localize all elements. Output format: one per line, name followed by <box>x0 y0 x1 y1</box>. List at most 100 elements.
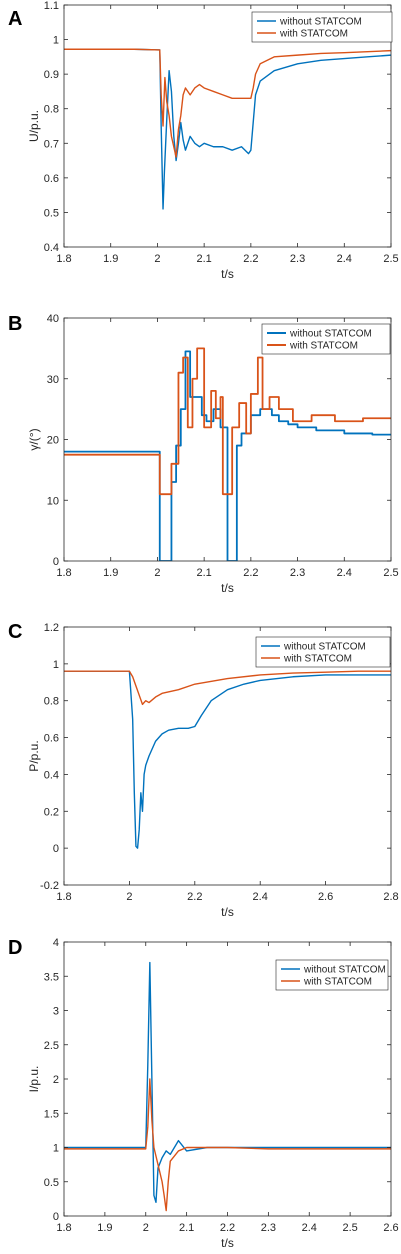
y-tick-label: 0 <box>53 556 59 568</box>
x-axis-label: t/s <box>221 581 234 595</box>
x-axis-label: t/s <box>221 905 234 919</box>
x-tick-label: 1.8 <box>56 1222 71 1234</box>
panel-letter: B <box>8 313 22 335</box>
legend-label: without STATCOM <box>289 329 372 340</box>
axes-box <box>63 4 392 248</box>
legend-label: with STATCOM <box>279 29 348 40</box>
y-axis-label: I/p.u. <box>27 1066 41 1093</box>
series-line-without-statcom <box>64 670 391 849</box>
y-tick-label: 3.5 <box>44 971 59 983</box>
y-tick-label: 0.6 <box>44 733 59 745</box>
x-tick-label: 1.8 <box>56 567 71 579</box>
x-tick-label: 2.1 <box>196 253 211 265</box>
x-tick-label: 2 <box>154 567 160 579</box>
chart-panel-c: C 1.8 2 2.2 2.4 2.6 2.8 -0.2 0 0.2 0.4 0.6 0.8 1 1.2 t/… <box>8 621 399 919</box>
legend-box <box>261 323 391 355</box>
x-tick-label: 2.3 <box>290 567 305 579</box>
y-tick-label: 1 <box>53 1143 59 1155</box>
x-tick-label: 2.3 <box>261 1222 276 1234</box>
y-tick-label: 0 <box>53 1211 59 1223</box>
y-tick-label: -0.2 <box>40 880 59 892</box>
x-axis-label: t/s <box>221 267 234 281</box>
x-tick-label: 2.2 <box>220 1222 235 1234</box>
y-tick-label: 0.2 <box>44 806 59 818</box>
legend-label: with STATCOM <box>289 341 358 352</box>
y-tick-label: 1.5 <box>44 1108 59 1120</box>
x-tick-label: 2.5 <box>383 567 398 579</box>
x-tick-label: 1.8 <box>56 891 71 903</box>
chart-panel-b: B 1.8 1.9 2 2.1 2.2 2.3 2.4 2.5 0 10 20 30 40 t/s γ/(°)… <box>8 313 399 595</box>
x-tick-label: 2.1 <box>196 567 211 579</box>
series-line-without-statcom <box>64 350 391 561</box>
y-tick-label: 1 <box>53 35 59 47</box>
y-tick-label: 0.9 <box>44 69 59 81</box>
y-tick-label: 20 <box>47 435 59 447</box>
x-tick-label: 2.2 <box>187 891 202 903</box>
y-tick-label: 0 <box>53 843 59 855</box>
y-tick-label: 30 <box>47 374 59 386</box>
y-tick-label: 2.5 <box>44 1040 59 1052</box>
y-tick-label: 0.8 <box>44 104 59 116</box>
x-tick-label: 2.8 <box>383 891 398 903</box>
legend-box <box>255 636 391 668</box>
panel-letter: A <box>8 8 22 30</box>
x-tick-label: 2.3 <box>290 253 305 265</box>
chart-panel-d: D 1.8 1.9 2 2.1 2.2 2.3 2.4 2.5 2.6 0 0.5 1 1.5 2 2.5 3 3… <box>8 937 399 1250</box>
x-tick-label: 2.4 <box>337 253 352 265</box>
y-tick-label: 0.4 <box>44 242 59 254</box>
x-tick-label: 2.4 <box>337 567 352 579</box>
y-tick-label: 0.5 <box>44 207 59 219</box>
x-tick-label: 2.2 <box>243 567 258 579</box>
y-tick-label: 0.6 <box>44 173 59 185</box>
legend-label: without STATCOM <box>279 17 362 28</box>
y-tick-label: 1 <box>53 659 59 671</box>
x-tick-label: 1.8 <box>56 253 71 265</box>
y-tick-label: 40 <box>47 313 59 325</box>
x-tick-label: 2 <box>154 253 160 265</box>
x-tick-label: 2.2 <box>243 253 258 265</box>
axes-box <box>63 626 392 886</box>
series-line-with-statcom <box>64 670 391 706</box>
x-axis-label: t/s <box>221 1236 234 1250</box>
y-tick-label: 1.2 <box>44 622 59 634</box>
x-tick-label: 2.6 <box>318 891 333 903</box>
legend-label: without STATCOM <box>303 965 386 976</box>
legend-box <box>251 11 393 43</box>
series-line-with-statcom <box>64 1078 391 1212</box>
series-line-with-statcom <box>64 347 391 496</box>
legend-label: without STATCOM <box>283 642 366 653</box>
series-line-with-statcom <box>64 48 391 158</box>
x-tick-label: 1.9 <box>103 253 118 265</box>
chart-panel-a: A 1.8 1.9 2 2.1 2.2 2.3 2.4 2.5 0.4 0.5 0.6 0.7 0.8 0.… <box>8 0 399 281</box>
y-tick-label: 4 <box>53 937 59 949</box>
x-tick-label: 2.4 <box>253 891 268 903</box>
y-tick-label: 1.1 <box>44 0 59 12</box>
x-tick-label: 2 <box>143 1222 149 1234</box>
x-tick-label: 2 <box>126 891 132 903</box>
y-tick-label: 0.4 <box>44 769 59 781</box>
legend-label: with STATCOM <box>283 654 352 665</box>
x-tick-label: 2.6 <box>383 1222 398 1234</box>
x-tick-label: 2.1 <box>179 1222 194 1234</box>
y-tick-label: 10 <box>47 495 59 507</box>
x-tick-label: 2.4 <box>302 1222 317 1234</box>
y-tick-label: 0.8 <box>44 696 59 708</box>
legend-box <box>275 959 389 991</box>
x-tick-label: 2.5 <box>383 253 398 265</box>
x-tick-label: 1.9 <box>97 1222 112 1234</box>
series-line-without-statcom <box>64 961 391 1204</box>
x-tick-label: 2.5 <box>342 1222 357 1234</box>
y-axis-label: U/p.u. <box>27 110 41 142</box>
y-tick-label: 0.5 <box>44 1177 59 1189</box>
y-tick-label: 0.7 <box>44 138 59 150</box>
y-tick-label: 2 <box>53 1074 59 1086</box>
legend-label: with STATCOM <box>303 977 372 988</box>
y-axis-label: γ/(°) <box>27 428 41 450</box>
y-axis-label: P/p.u. <box>27 740 41 771</box>
x-tick-label: 1.9 <box>103 567 118 579</box>
